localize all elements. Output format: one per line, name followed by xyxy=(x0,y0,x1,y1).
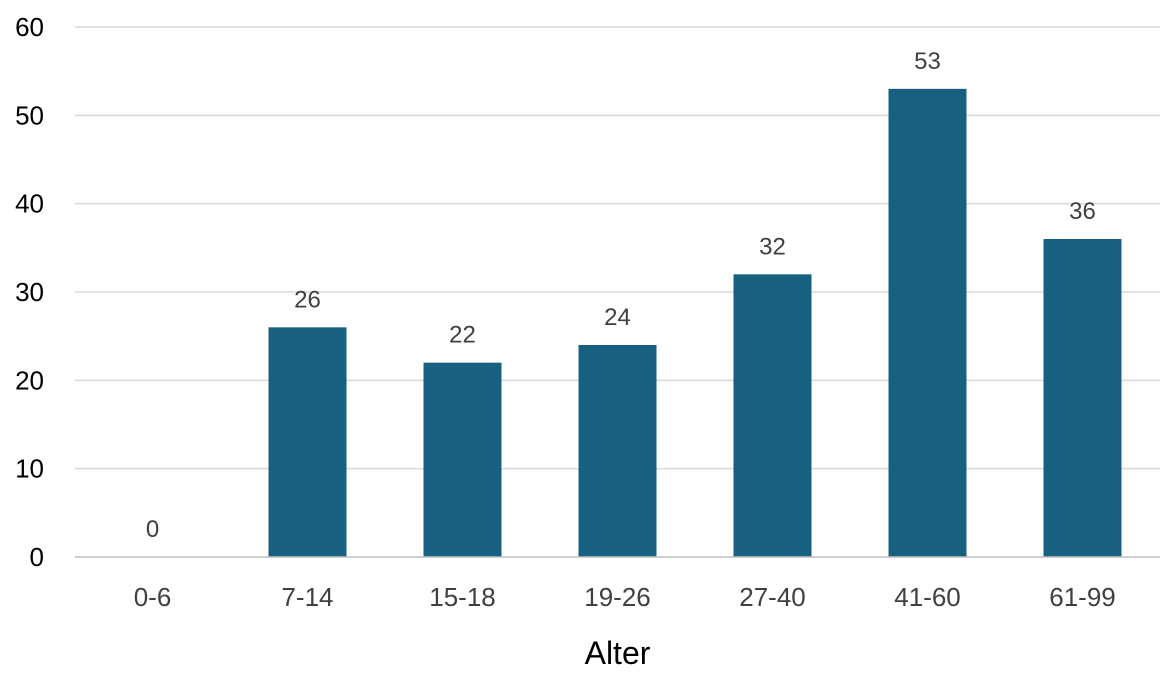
y-tick-label: 40 xyxy=(15,189,44,219)
bar xyxy=(888,88,967,557)
bar xyxy=(1043,239,1122,557)
y-tick-label: 50 xyxy=(15,100,44,130)
data-label: 26 xyxy=(294,286,321,313)
bar xyxy=(423,362,502,557)
x-axis-title: Alter xyxy=(585,635,651,671)
bars xyxy=(268,88,1122,557)
x-tick-label: 27-40 xyxy=(739,582,806,612)
x-tick-label: 41-60 xyxy=(894,582,961,612)
y-tick-label: 60 xyxy=(15,12,44,42)
bar xyxy=(578,345,657,557)
x-tick-label: 7-14 xyxy=(281,582,333,612)
data-label: 24 xyxy=(604,304,631,331)
y-tick-label: 0 xyxy=(30,542,44,572)
bar xyxy=(268,327,347,557)
data-label: 36 xyxy=(1069,198,1096,225)
y-tick-label: 10 xyxy=(15,454,44,484)
bar xyxy=(733,274,812,557)
gridlines xyxy=(75,26,1160,470)
data-label: 32 xyxy=(759,233,786,260)
y-axis-tick-labels: 0 10 20 30 40 50 60 xyxy=(15,12,44,572)
data-label: 22 xyxy=(449,322,476,349)
data-label: 53 xyxy=(914,48,941,75)
x-tick-label: 15-18 xyxy=(429,582,496,612)
x-tick-label: 0-6 xyxy=(134,582,172,612)
x-tick-label: 19-26 xyxy=(584,582,651,612)
x-axis-tick-labels: 0-6 7-14 15-18 19-26 27-40 41-60 61-99 xyxy=(134,582,1116,612)
data-labels: 0 26 22 24 32 53 36 xyxy=(146,48,1096,543)
y-tick-label: 20 xyxy=(15,365,44,395)
data-label: 0 xyxy=(146,516,159,543)
x-tick-label: 61-99 xyxy=(1049,582,1116,612)
y-tick-label: 30 xyxy=(15,277,44,307)
